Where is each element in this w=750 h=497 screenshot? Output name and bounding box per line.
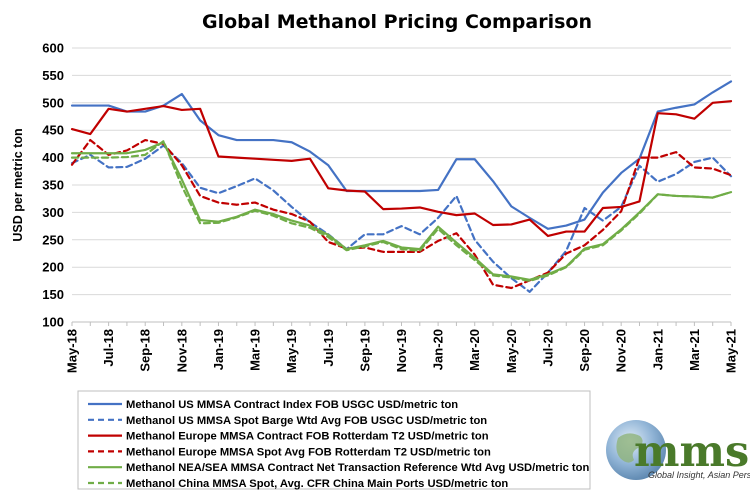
x-tick-label-Nov-19: Nov-19: [394, 329, 409, 372]
x-tick-label-Sep-20: Sep-20: [577, 329, 592, 372]
y-tick-label-300: 300: [42, 205, 64, 220]
series-line-5: [70, 141, 733, 281]
legend-entry-5: Methanol NEA/SEA MMSA Contract Net Trans…: [126, 462, 589, 474]
mmsa-logo: mmsa Global Insight, Asian Perspective: [606, 420, 750, 480]
y-axis-label: USD per metric ton: [11, 128, 25, 241]
y-tick-label-450: 450: [42, 123, 64, 138]
series-line-3: [70, 100, 733, 238]
x-tick-labels: May-18 Jul-18 Sep-18 Nov-18 Jan-19 Mar-19 May-…: [65, 329, 739, 373]
x-tick-label-Mar-21: Mar-21: [687, 329, 702, 371]
y-tick-label-250: 250: [42, 232, 64, 247]
y-tick-label-550: 550: [42, 68, 64, 83]
x-tick-label-Jul-18: Jul-18: [101, 329, 116, 367]
x-tick-label-Jan-21: Jan-21: [650, 329, 665, 370]
chart-title: Global Methanol Pricing Comparison: [202, 11, 592, 33]
legend-box: [77, 390, 591, 490]
y-tick-label-200: 200: [42, 260, 64, 275]
y-tick-label-100: 100: [42, 315, 64, 330]
x-tick-label-Jul-19: Jul-19: [321, 329, 336, 367]
axes: [71, 321, 732, 326]
series-line-4: [70, 138, 733, 290]
x-tick-label-Jul-20: Jul-20: [540, 329, 555, 367]
y-tick-label-150: 150: [42, 287, 64, 302]
x-tick-label-Nov-20: Nov-20: [614, 329, 629, 372]
x-tick-label-Sep-19: Sep-19: [357, 329, 372, 372]
x-tick-label-Jan-19: Jan-19: [211, 329, 226, 370]
legend-entry-4: Methanol Europe MMSA Spot Avg FOB Rotter…: [126, 446, 491, 458]
legend-entry-2: Methanol US MMSA Spot Barge Wtd Avg FOB …: [126, 415, 487, 427]
legend-entry-6: Methanol China MMSA Spot, Avg. CFR China…: [126, 478, 508, 490]
logo-tagline: Global Insight, Asian Perspective: [648, 470, 750, 480]
legend-entry-1: Methanol US MMSA Contract Index FOB USGC…: [126, 399, 458, 411]
y-tick-label-500: 500: [42, 95, 64, 110]
logo-wordmark: mmsa: [634, 427, 750, 477]
y-tick-labels: 100 150 200 250 300 350 400 450 500 550 600: [42, 41, 64, 330]
series-lines: [70, 80, 733, 293]
y-tick-label-350: 350: [42, 178, 64, 193]
x-tick-label-Jan-20: Jan-20: [431, 329, 446, 370]
series-line-6: [70, 140, 733, 282]
globe-land-shape: [616, 433, 643, 463]
x-tick-label-Sep-18: Sep-18: [138, 329, 153, 372]
x-tick-label-May-19: May-19: [284, 329, 299, 373]
y-tick-label-600: 600: [42, 41, 64, 56]
legend: Methanol US MMSA Contract Index FOB USGC…: [88, 399, 589, 490]
x-tick-label-Mar-19: Mar-19: [248, 329, 263, 371]
x-tick-label-Nov-18: Nov-18: [174, 329, 189, 372]
series-line-1: [70, 80, 733, 230]
gridlines: [72, 47, 731, 323]
globe-icon: [606, 420, 666, 480]
y-tick-label-400: 400: [42, 150, 64, 165]
x-tick-label-May-20: May-20: [504, 329, 519, 373]
x-tick-label-May-21: May-21: [724, 329, 739, 373]
x-tick-label-May-18: May-18: [65, 329, 80, 373]
legend-entry-3: Methanol Europe MMSA Contract FOB Rotter…: [126, 431, 489, 443]
x-tick-label-Mar-20: Mar-20: [467, 329, 482, 371]
